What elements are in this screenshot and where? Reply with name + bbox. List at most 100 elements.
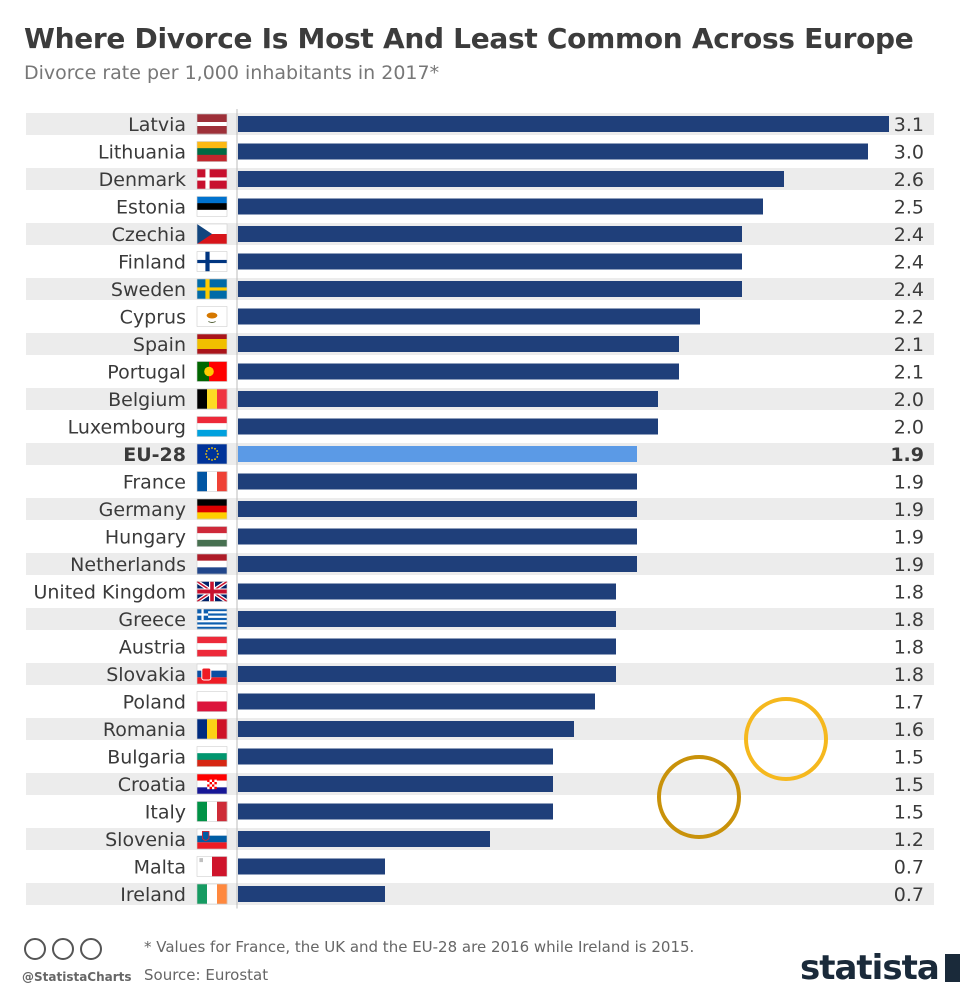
category-label-croatia: Croatia — [118, 774, 186, 796]
flag-malta-icon — [196, 856, 228, 877]
flag-latvia-icon — [196, 113, 228, 135]
value-label-united-kingdom: 1.8 — [894, 582, 924, 604]
annotation-circle — [657, 755, 741, 839]
bar-hungary — [238, 528, 637, 545]
bar-france — [238, 473, 637, 490]
category-label-belgium: Belgium — [108, 389, 186, 411]
bar-ireland — [238, 886, 385, 902]
category-label-hungary: Hungary — [105, 527, 186, 549]
value-label-netherlands: 1.9 — [894, 554, 924, 576]
bar-portugal — [238, 363, 679, 380]
category-label-slovakia: Slovakia — [106, 664, 186, 686]
category-labels: Latvia Lithuania Denmark Estonia Czechia Finl… — [33, 114, 186, 906]
license-icons — [24, 938, 102, 960]
value-label-bulgaria: 1.5 — [894, 747, 924, 769]
attribution-icon — [52, 938, 74, 960]
value-label-hungary: 1.9 — [894, 527, 924, 549]
flag-slovenia-icon — [196, 828, 228, 850]
bar-eu-28 — [238, 446, 637, 462]
footnote: * Values for France, the UK and the EU-2… — [144, 938, 695, 956]
annotation-circle — [744, 697, 828, 781]
flag-belgium-icon — [196, 388, 228, 410]
statista-logo: statista — [800, 948, 960, 988]
category-label-sweden: Sweden — [111, 279, 186, 301]
chart-subtitle: Divorce rate per 1,000 inhabitants in 20… — [24, 62, 440, 84]
flag-italy-icon — [196, 801, 228, 822]
value-label-belgium: 2.0 — [894, 389, 924, 411]
flag-romania-icon — [196, 718, 228, 740]
value-label-sweden: 2.4 — [894, 279, 924, 301]
flag-spain-icon — [196, 333, 228, 355]
source-note: Source: Eurostat — [144, 966, 269, 984]
value-label-italy: 1.5 — [894, 802, 924, 824]
flag-hungary-icon — [196, 526, 228, 547]
value-label-portugal: 2.1 — [894, 362, 924, 384]
category-label-france: France — [123, 472, 186, 494]
value-label-czechia: 2.4 — [894, 224, 924, 246]
bar-finland — [238, 253, 742, 270]
bar-luxembourg — [238, 418, 658, 435]
no-derivatives-icon — [80, 938, 102, 960]
bar-belgium — [238, 391, 658, 407]
bar-bulgaria — [238, 748, 553, 765]
bar-latvia — [238, 116, 889, 132]
value-label-ireland: 0.7 — [894, 884, 924, 906]
category-label-ireland: Ireland — [120, 884, 186, 906]
value-label-romania: 1.6 — [894, 719, 924, 741]
flag-bulgaria-icon — [196, 746, 228, 767]
value-label-finland: 2.4 — [894, 252, 924, 274]
flag-finland-icon — [196, 251, 228, 272]
bars — [238, 116, 889, 902]
creative-commons-icon — [24, 938, 46, 960]
flag-portugal-icon — [196, 361, 228, 382]
flag-czechia-icon — [196, 223, 228, 245]
flag-poland-icon — [196, 691, 228, 712]
flag-cyprus-icon — [196, 306, 228, 327]
value-label-cyprus: 2.2 — [894, 307, 924, 329]
value-label-poland: 1.7 — [894, 692, 924, 714]
category-label-netherlands: Netherlands — [70, 554, 186, 576]
category-label-estonia: Estonia — [116, 197, 186, 219]
bar-spain — [238, 336, 679, 352]
bar-slovakia — [238, 666, 616, 682]
bar-netherlands — [238, 556, 637, 572]
bar-czechia — [238, 226, 742, 242]
value-label-estonia: 2.5 — [894, 197, 924, 219]
category-label-eu-28: EU-28 — [123, 444, 186, 466]
value-label-slovakia: 1.8 — [894, 664, 924, 686]
flag-lithuania-icon — [196, 141, 228, 162]
flag-denmark-icon — [196, 168, 228, 190]
value-label-denmark: 2.6 — [894, 169, 924, 191]
value-label-lithuania: 3.0 — [894, 142, 924, 164]
flag-slovakia-icon — [196, 663, 228, 685]
bar-denmark — [238, 171, 784, 187]
flag-estonia-icon — [196, 196, 228, 217]
category-label-portugal: Portugal — [107, 362, 186, 384]
bar-poland — [238, 693, 595, 710]
bar-cyprus — [238, 308, 700, 325]
statista-wordmark: statista — [800, 948, 940, 988]
bar-sweden — [238, 281, 742, 297]
category-label-bulgaria: Bulgaria — [107, 747, 186, 769]
category-label-united-kingdom: United Kingdom — [33, 582, 186, 604]
category-label-cyprus: Cyprus — [120, 307, 186, 329]
value-label-croatia: 1.5 — [894, 774, 924, 796]
category-label-denmark: Denmark — [99, 169, 186, 191]
bar-lithuania — [238, 143, 868, 160]
flags — [195, 113, 229, 905]
bar-italy — [238, 803, 553, 820]
category-label-austria: Austria — [119, 637, 186, 659]
value-labels: 3.1 3.0 2.6 2.5 2.4 2.4 2.4 2.2 2.1 2.1 2.0 2.0 1.9 1… — [890, 114, 924, 906]
bar-austria — [238, 638, 616, 655]
category-label-latvia: Latvia — [128, 114, 186, 136]
flag-united-kingdom-icon — [195, 579, 229, 604]
category-label-poland: Poland — [123, 692, 186, 714]
category-label-malta: Malta — [134, 857, 186, 879]
category-label-finland: Finland — [118, 252, 186, 274]
category-label-germany: Germany — [99, 499, 186, 521]
flag-france-icon — [196, 471, 228, 492]
bar-romania — [238, 721, 574, 737]
value-label-luxembourg: 2.0 — [894, 417, 924, 439]
twitter-handle: @StatistaCharts — [22, 970, 132, 984]
category-label-czechia: Czechia — [112, 224, 186, 246]
